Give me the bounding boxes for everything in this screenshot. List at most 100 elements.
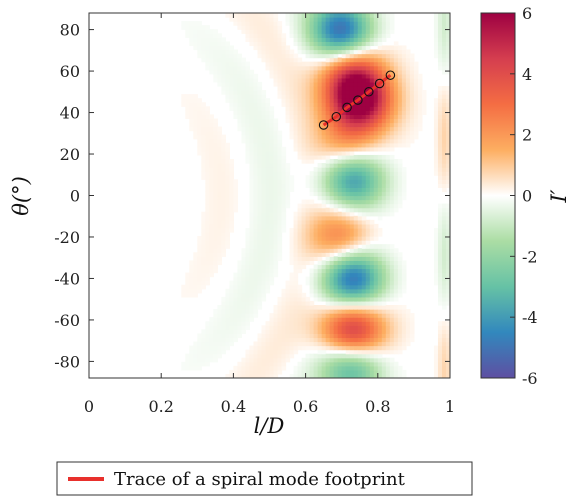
heatmap-cell (241, 365, 247, 371)
heatmap-cell (441, 69, 447, 75)
heatmap-cell (321, 219, 327, 225)
heatmap-cell (321, 69, 327, 75)
heatmap-cell (401, 288, 407, 294)
heatmap-cell (369, 353, 375, 359)
heatmap-cell (309, 357, 315, 363)
heatmap-cell (365, 288, 371, 294)
heatmap-cell (397, 337, 403, 343)
heatmap-cell (345, 122, 351, 128)
heatmap-cell (261, 232, 267, 237)
heatmap-cell (257, 256, 263, 261)
heatmap-cell (285, 179, 291, 184)
heatmap-cell (357, 256, 363, 261)
heatmap-cell (237, 325, 243, 330)
heatmap-cell (309, 179, 315, 184)
heatmap-cell (401, 313, 407, 318)
heatmap-cell (345, 77, 351, 83)
heatmap-cell (289, 106, 295, 111)
heatmap-cell (341, 337, 347, 343)
heatmap-cell (337, 65, 343, 71)
heatmap-cell (221, 195, 226, 201)
heatmap-cell (365, 57, 371, 63)
heatmap-cell (221, 73, 226, 79)
heatmap-cell (389, 361, 395, 367)
heatmap-cell (205, 329, 210, 334)
heatmap-cell (437, 325, 443, 330)
heatmap-cell (301, 341, 307, 347)
heatmap-cell (305, 142, 311, 148)
heatmap-cell (313, 65, 319, 71)
heatmap-cell (269, 223, 275, 229)
heatmap-cell (213, 321, 218, 326)
heatmap-cell (445, 13, 450, 18)
heatmap-cell (269, 349, 275, 355)
heatmap-cell (337, 284, 343, 290)
heatmap-cell (433, 29, 439, 34)
heatmap-cell (377, 309, 383, 314)
heatmap-cell (213, 77, 218, 83)
heatmap-cell (269, 203, 275, 209)
heatmap-cell (289, 296, 295, 302)
heatmap-cell (273, 313, 279, 318)
heatmap-cell (257, 199, 263, 205)
heatmap-cell (269, 134, 275, 140)
heatmap-cell (389, 264, 395, 270)
heatmap-cell (197, 130, 202, 136)
heatmap-cell (189, 122, 194, 128)
heatmap-cell (321, 81, 327, 87)
heatmap-cell (389, 305, 395, 310)
heatmap-cell (373, 90, 379, 95)
heatmap-cell (209, 357, 214, 363)
heatmap-cell (397, 276, 403, 282)
heatmap-cell (237, 21, 243, 26)
heatmap-cell (329, 21, 335, 26)
heatmap-cell (325, 244, 331, 249)
heatmap-cell (349, 187, 355, 193)
trace-point (385, 70, 396, 80)
heatmap-cell (369, 130, 375, 136)
heatmap-cell (357, 45, 363, 51)
heatmap-cell (229, 288, 234, 294)
heatmap-cell (377, 49, 383, 55)
heatmap-cell (393, 284, 399, 290)
heatmap-cell (337, 98, 343, 103)
heatmap-cell (417, 126, 423, 132)
heatmap-cell (349, 240, 355, 245)
heatmap-cell (345, 25, 351, 30)
heatmap-cell (357, 142, 363, 148)
heatmap-cell (361, 300, 367, 306)
heatmap-cell (249, 357, 255, 363)
heatmap-cell (261, 17, 267, 22)
heatmap-cell (365, 171, 371, 176)
heatmap-cell (201, 150, 206, 156)
heatmap-cell (361, 276, 367, 282)
heatmap-cell (261, 94, 267, 99)
heatmap-cell (349, 175, 355, 180)
heatmap-cell (265, 341, 271, 347)
heatmap-cell (241, 106, 247, 111)
heatmap-cell (373, 305, 379, 310)
heatmap-cell (393, 179, 399, 184)
heatmap-cell (353, 268, 359, 274)
heatmap-cell (301, 337, 307, 343)
heatmap-cell (441, 321, 447, 326)
heatmap-cell (209, 159, 214, 164)
heatmap-cell (445, 122, 450, 128)
heatmap-cell (301, 207, 307, 213)
heatmap-cell (229, 280, 234, 286)
heatmap-cell (229, 77, 234, 83)
heatmap-cell (389, 333, 395, 339)
heatmap-cell (345, 280, 351, 286)
heatmap-cell (349, 138, 355, 144)
heatmap-cell (437, 163, 443, 168)
heatmap-cell (265, 37, 271, 42)
heatmap-cell (357, 199, 363, 205)
heatmap-cell (361, 187, 367, 193)
heatmap-cell (229, 69, 234, 75)
heatmap-cell (213, 61, 218, 67)
heatmap-cell (261, 134, 267, 140)
heatmap-cell (261, 29, 267, 34)
heatmap-cell (265, 284, 271, 290)
heatmap-cell (353, 313, 359, 318)
heatmap-cell (249, 244, 255, 249)
